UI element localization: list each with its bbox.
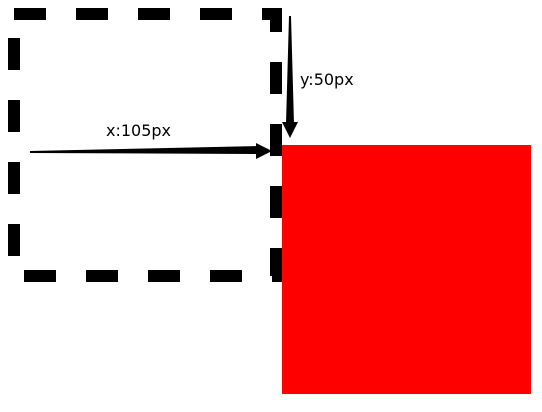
x-offset-arrow bbox=[30, 143, 272, 159]
original-position-box bbox=[8, 8, 282, 282]
y-arrow-shaft bbox=[286, 16, 294, 124]
x-arrow-head bbox=[256, 143, 272, 159]
y-offset-arrow bbox=[282, 16, 298, 138]
y-offset-label: y:50px bbox=[300, 70, 354, 89]
x-offset-label: x:105px bbox=[106, 121, 171, 140]
y-arrow-head bbox=[282, 122, 298, 138]
translated-box bbox=[282, 145, 531, 394]
x-arrow-shaft bbox=[30, 146, 258, 154]
